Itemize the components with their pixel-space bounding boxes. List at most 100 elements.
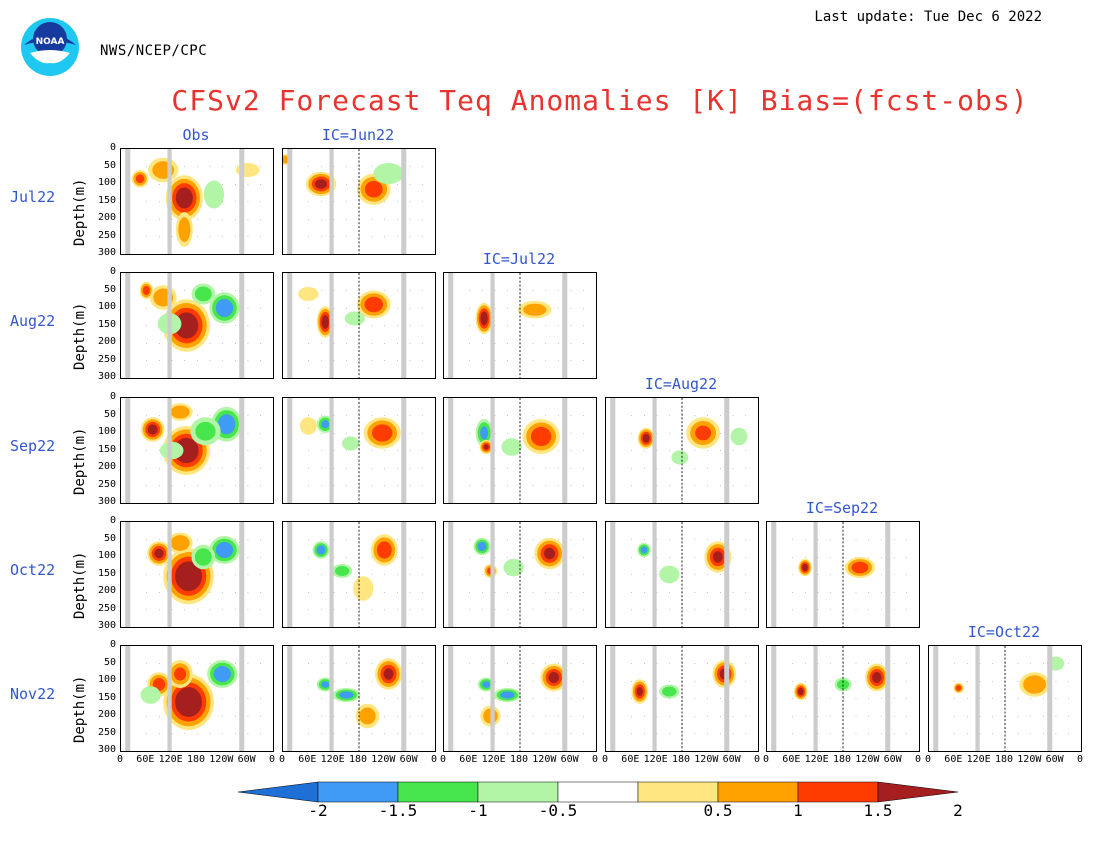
- grid-dot: [482, 360, 483, 362]
- grid-dot: [532, 485, 534, 487]
- grid-dot: [1043, 663, 1044, 665]
- grid-dot: [422, 308, 423, 309]
- heatmap-svg: [610, 646, 746, 751]
- y-tick-label: 150: [97, 691, 116, 703]
- grid-dot: [494, 433, 496, 434]
- grid-dot: [422, 592, 423, 593]
- grid-dot: [308, 166, 309, 168]
- grid-dot: [792, 539, 793, 541]
- grid-dot: [321, 450, 322, 452]
- grid-dot: [409, 468, 411, 469]
- grid-dot: [720, 592, 721, 593]
- noaa-logo: NOAA: [21, 18, 79, 76]
- grid-dot: [694, 468, 696, 469]
- anomaly-contour: [174, 667, 187, 681]
- grid-dot: [992, 733, 993, 735]
- grid-dot: [732, 663, 734, 665]
- grid-dot: [333, 290, 335, 292]
- land-mask: [448, 398, 454, 503]
- grid-dot: [507, 468, 508, 469]
- grid-dot: [631, 450, 632, 452]
- x-tick-label: 0: [439, 754, 447, 765]
- grid-dot: [558, 450, 559, 452]
- grid-dot: [805, 609, 806, 611]
- grid-dot: [422, 184, 423, 185]
- grid-dot: [545, 360, 546, 362]
- grid-dot: [656, 574, 658, 576]
- grid-dot: [694, 681, 696, 682]
- grid-dot: [868, 716, 869, 717]
- grid-dot: [570, 698, 572, 700]
- grid-dot: [321, 609, 322, 611]
- y-tick-label: 0: [109, 266, 116, 277]
- anomaly-contour: [179, 565, 198, 587]
- grid-dot: [745, 681, 746, 682]
- grid-dot: [159, 592, 160, 593]
- grid-dot: [694, 574, 696, 576]
- grid-dot: [260, 663, 261, 665]
- grid-dot: [583, 539, 584, 541]
- grid-dot: [631, 592, 632, 593]
- grid-dot: [422, 219, 423, 220]
- y-tick-label: 150: [97, 194, 116, 206]
- grid-dot: [222, 219, 223, 220]
- agency-label: NWS/NCEP/CPC: [100, 43, 208, 59]
- grid-dot: [371, 415, 373, 417]
- anomaly-contour: [154, 548, 164, 559]
- grid-dot: [644, 557, 645, 558]
- y-tick-label: 200: [97, 212, 116, 223]
- grid-dot: [397, 360, 398, 362]
- colorbar-tick-label: 2: [953, 801, 963, 820]
- anomaly-contour: [501, 438, 522, 456]
- grid-dot: [1055, 716, 1057, 717]
- anomaly-contour: [299, 417, 317, 435]
- grid-dot: [669, 557, 670, 558]
- heatmap-svg: [448, 273, 584, 378]
- grid-dot: [171, 485, 173, 487]
- grid-dot: [333, 219, 335, 220]
- anomaly-contour: [316, 545, 326, 555]
- grid-dot: [222, 574, 223, 576]
- row-label: Nov22: [10, 685, 56, 703]
- land-mask: [448, 522, 454, 627]
- grid-dot: [843, 733, 844, 735]
- grid-dot: [631, 485, 632, 487]
- row-label: Sep22: [10, 437, 56, 455]
- grid-dot: [694, 592, 696, 593]
- grid-dot: [469, 343, 470, 344]
- land-mask: [239, 398, 245, 503]
- grid-dot: [631, 433, 632, 434]
- grid-dot: [308, 557, 309, 558]
- anomaly-contour: [851, 561, 869, 574]
- grid-dot: [260, 201, 261, 203]
- grid-dot: [321, 360, 322, 362]
- grid-dot: [247, 325, 249, 327]
- grid-dot: [346, 166, 347, 168]
- grid-dot: [184, 609, 185, 611]
- y-tick-label: 300: [97, 371, 116, 382]
- grid-dot: [992, 698, 993, 700]
- land-mask: [239, 646, 245, 751]
- grid-dot: [583, 574, 584, 576]
- grid-dot: [409, 166, 411, 168]
- grid-dot: [247, 450, 249, 452]
- grid-dot: [409, 539, 411, 541]
- grid-dot: [558, 716, 559, 717]
- grid-dot: [146, 609, 147, 611]
- grid-dot: [384, 716, 385, 717]
- grid-dot: [409, 663, 411, 665]
- grid-dot: [532, 592, 534, 593]
- grid-dot: [235, 450, 236, 452]
- grid-dot: [409, 592, 411, 593]
- anomaly-contour: [1023, 675, 1046, 694]
- grid-dot: [682, 609, 683, 611]
- heatmap-panel: [282, 521, 436, 628]
- grid-dot: [558, 360, 559, 362]
- grid-dot: [409, 325, 411, 327]
- anomaly-contour: [364, 180, 383, 198]
- grid-dot: [669, 450, 670, 452]
- colorbar-segment: [477, 781, 559, 803]
- grid-dot: [308, 236, 309, 238]
- x-tick-label: 0: [268, 754, 276, 765]
- grid-dot: [171, 219, 173, 220]
